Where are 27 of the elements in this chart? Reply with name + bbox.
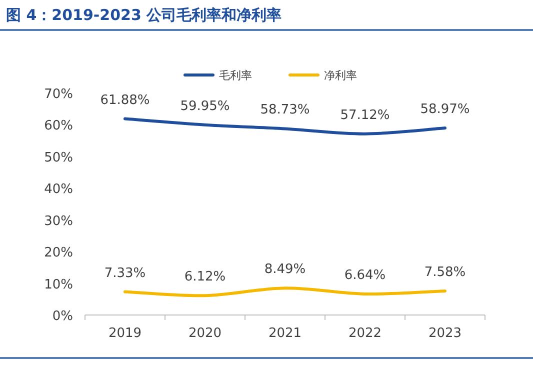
y-tick-label: 10%	[44, 277, 73, 292]
legend-label: 净利率	[324, 69, 357, 82]
data-label: 57.12%	[340, 108, 390, 123]
x-tick-label: 2022	[348, 326, 382, 341]
data-label: 7.33%	[104, 266, 146, 281]
y-tick-label: 50%	[44, 150, 73, 166]
x-tick-label: 2020	[188, 326, 222, 341]
legend-label: 毛利率	[219, 69, 252, 82]
data-label: 7.58%	[424, 264, 466, 280]
chart-title: 图 4：2019-2023 公司毛利率和净利率	[6, 6, 282, 24]
x-tick-label: 2019	[108, 326, 142, 341]
data-label: 59.95%	[180, 98, 230, 114]
data-label: 6.64%	[344, 268, 386, 283]
data-label: 58.97%	[420, 102, 470, 117]
y-tick-label: 60%	[44, 118, 73, 134]
data-label: 61.88%	[100, 92, 150, 108]
data-label: 8.49%	[264, 262, 306, 278]
x-tick-label: 2021	[268, 326, 302, 341]
y-tick-label: 0%	[52, 309, 73, 324]
y-tick-label: 30%	[44, 214, 73, 229]
data-label: 58.73%	[260, 102, 310, 118]
y-tick-label: 70%	[44, 87, 73, 102]
line-series	[124, 286, 446, 298]
y-tick-label: 20%	[44, 246, 73, 261]
y-tick-label: 40%	[44, 182, 73, 198]
data-label: 6.12%	[184, 270, 226, 285]
x-tick-label: 2023	[428, 326, 462, 341]
